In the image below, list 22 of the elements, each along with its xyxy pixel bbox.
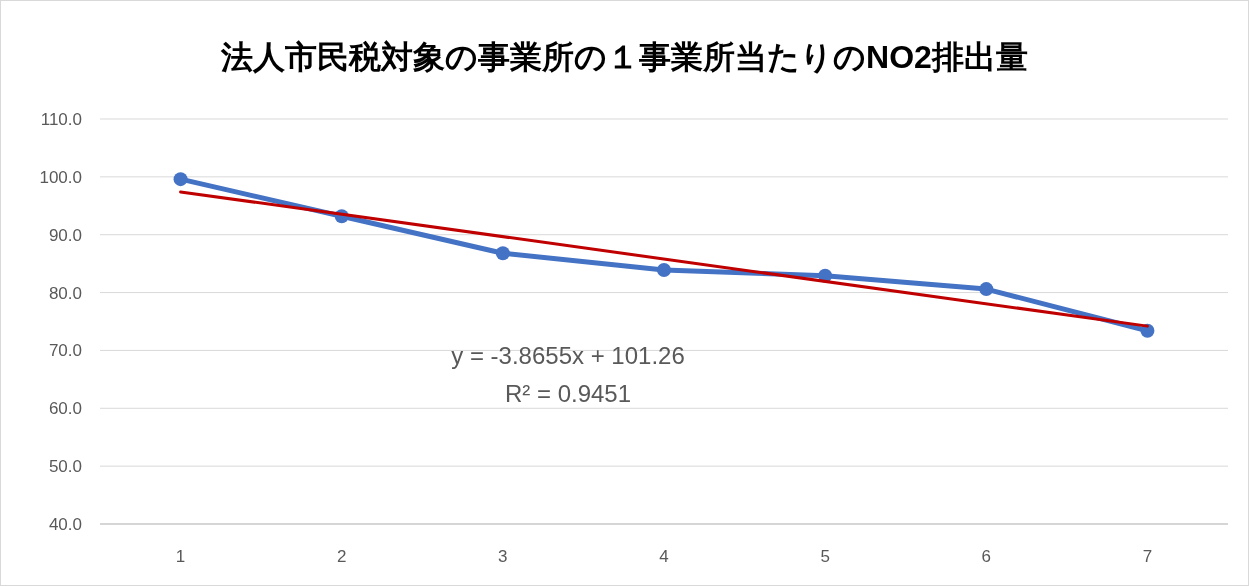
x-tick-label: 4 — [659, 547, 669, 566]
point — [657, 263, 671, 278]
y-tick-label: 40.0 — [48, 515, 82, 534]
y-tick-label: 60.0 — [48, 399, 82, 419]
x-tick-label: 1 — [175, 547, 186, 566]
point — [495, 246, 510, 261]
y-tick-label: 80.0 — [48, 283, 82, 303]
point — [979, 282, 994, 297]
y-tick-label: 100.0 — [39, 167, 82, 187]
annotation: R² = 0.9451 — [504, 380, 632, 407]
x-tick-label: 2 — [336, 547, 347, 566]
y-tick-label: 110.0 — [40, 110, 82, 129]
x-tick-label: 5 — [820, 547, 830, 566]
point — [173, 172, 188, 187]
annotation: y = -3.8655x + 101.26 — [451, 342, 685, 369]
y-tick-label: 50.0 — [48, 457, 82, 477]
x-tick-label: 7 — [1142, 547, 1153, 566]
x-tick-label: 6 — [981, 547, 992, 566]
y-tick-label: 70.0 — [48, 341, 82, 361]
chart-title: 法人市民税対象の事業所の１事業所当たりのNO2排出量 — [220, 39, 1028, 75]
y-tick-label: 90.0 — [48, 225, 82, 245]
x-tick-label: 3 — [498, 547, 508, 566]
